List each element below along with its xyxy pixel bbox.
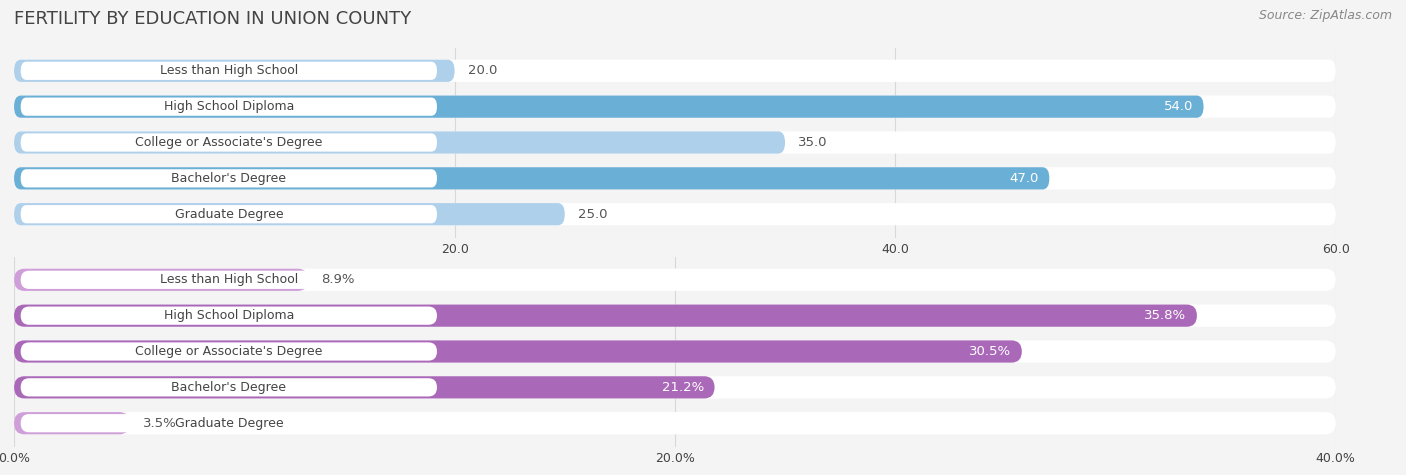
Text: 54.0: 54.0: [1164, 100, 1192, 113]
FancyBboxPatch shape: [14, 341, 1336, 362]
Text: 20.0: 20.0: [468, 64, 498, 77]
Text: Graduate Degree: Graduate Degree: [174, 417, 283, 430]
FancyBboxPatch shape: [14, 132, 1336, 153]
FancyBboxPatch shape: [14, 132, 785, 153]
FancyBboxPatch shape: [14, 203, 1336, 225]
FancyBboxPatch shape: [21, 62, 437, 80]
Text: 47.0: 47.0: [1010, 172, 1039, 185]
Text: Source: ZipAtlas.com: Source: ZipAtlas.com: [1258, 10, 1392, 22]
Text: High School Diploma: High School Diploma: [163, 309, 294, 322]
FancyBboxPatch shape: [21, 342, 437, 361]
Text: Bachelor's Degree: Bachelor's Degree: [172, 381, 287, 394]
FancyBboxPatch shape: [14, 95, 1204, 118]
FancyBboxPatch shape: [14, 167, 1336, 190]
FancyBboxPatch shape: [14, 269, 1336, 291]
FancyBboxPatch shape: [14, 60, 454, 82]
Text: 35.8%: 35.8%: [1144, 309, 1187, 322]
Text: High School Diploma: High School Diploma: [163, 100, 294, 113]
FancyBboxPatch shape: [14, 376, 1336, 399]
FancyBboxPatch shape: [21, 205, 437, 223]
FancyBboxPatch shape: [21, 133, 437, 152]
FancyBboxPatch shape: [21, 414, 437, 432]
Text: Less than High School: Less than High School: [160, 64, 298, 77]
FancyBboxPatch shape: [14, 341, 1022, 362]
Text: Graduate Degree: Graduate Degree: [174, 208, 283, 221]
Text: College or Associate's Degree: College or Associate's Degree: [135, 345, 322, 358]
Text: 25.0: 25.0: [578, 208, 607, 221]
FancyBboxPatch shape: [14, 60, 1336, 82]
Text: 30.5%: 30.5%: [969, 345, 1011, 358]
FancyBboxPatch shape: [14, 203, 565, 225]
Text: FERTILITY BY EDUCATION IN UNION COUNTY: FERTILITY BY EDUCATION IN UNION COUNTY: [14, 10, 412, 28]
Text: College or Associate's Degree: College or Associate's Degree: [135, 136, 322, 149]
FancyBboxPatch shape: [14, 95, 1336, 118]
FancyBboxPatch shape: [21, 378, 437, 397]
FancyBboxPatch shape: [14, 412, 129, 434]
Text: Less than High School: Less than High School: [160, 273, 298, 286]
FancyBboxPatch shape: [21, 97, 437, 116]
FancyBboxPatch shape: [14, 167, 1049, 190]
FancyBboxPatch shape: [14, 269, 308, 291]
FancyBboxPatch shape: [14, 376, 714, 399]
Text: 21.2%: 21.2%: [662, 381, 704, 394]
FancyBboxPatch shape: [21, 169, 437, 188]
FancyBboxPatch shape: [14, 412, 1336, 434]
Text: 3.5%: 3.5%: [143, 417, 177, 430]
Text: Bachelor's Degree: Bachelor's Degree: [172, 172, 287, 185]
FancyBboxPatch shape: [21, 306, 437, 325]
FancyBboxPatch shape: [21, 271, 437, 289]
Text: 35.0: 35.0: [799, 136, 828, 149]
Text: 8.9%: 8.9%: [322, 273, 354, 286]
FancyBboxPatch shape: [14, 304, 1197, 327]
FancyBboxPatch shape: [14, 304, 1336, 327]
